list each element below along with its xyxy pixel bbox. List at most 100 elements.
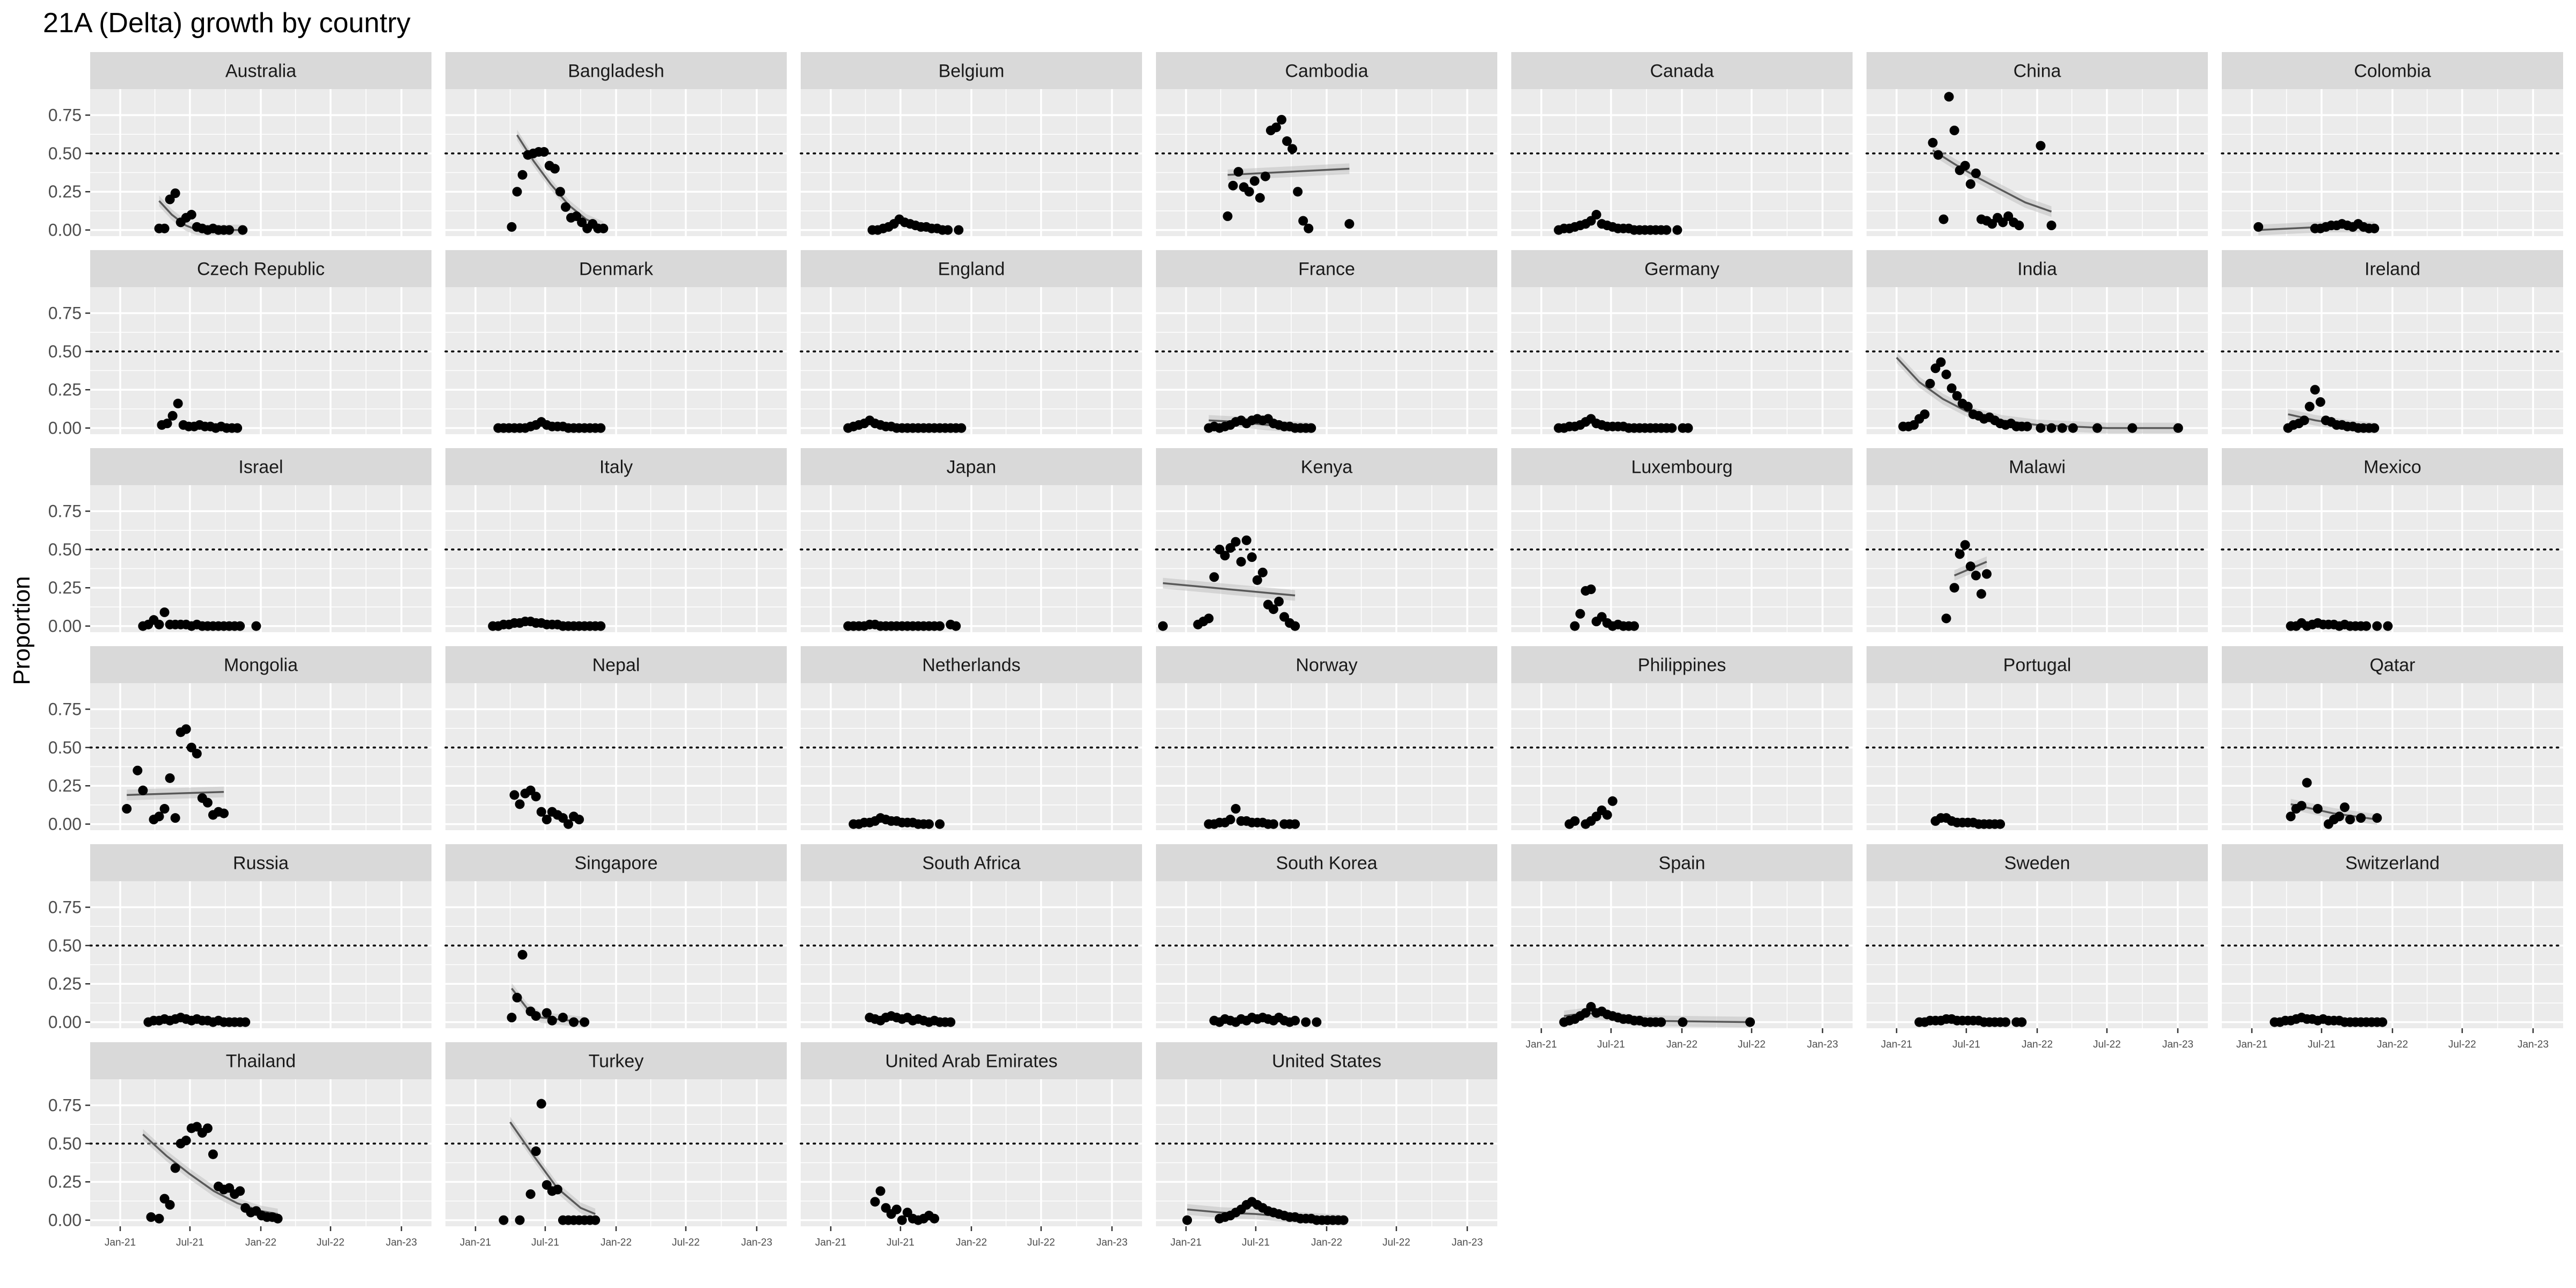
data-point xyxy=(154,811,164,822)
y-tick-label: 0.75 xyxy=(48,898,82,917)
fit-line xyxy=(1932,149,2052,213)
data-point xyxy=(897,1215,907,1225)
x-tick-label: Jul-21 xyxy=(1597,1039,1625,1050)
data-point xyxy=(186,210,196,220)
panel-strip xyxy=(445,250,787,287)
data-point xyxy=(2315,397,2325,407)
fit-confidence-band xyxy=(143,1129,278,1220)
panel-strip xyxy=(1867,844,2208,881)
panel-united-states: United States Jan-21 Jul-21 Jan-22 Jul-22 Jan… xyxy=(1155,1042,1498,1248)
panel-strip xyxy=(1156,448,1497,485)
data-point xyxy=(273,1213,283,1224)
data-point xyxy=(558,1013,568,1023)
panel-spain: Spain Jan-21 Jul-21 Jan-22 Jul-22 Jan-23 xyxy=(1510,844,1854,1050)
panel-strip xyxy=(90,52,431,89)
chart-title: 21A (Delta) growth by country xyxy=(43,8,411,39)
data-point xyxy=(1960,160,1970,171)
data-point xyxy=(2372,813,2382,823)
data-point xyxy=(550,164,560,174)
data-point xyxy=(1233,167,1243,177)
data-point xyxy=(1662,225,1672,235)
y-tick-label: 0.00 xyxy=(48,815,82,834)
panel-england: England xyxy=(800,250,1143,434)
x-tick-label: Jan-22 xyxy=(601,1237,632,1248)
data-point xyxy=(1963,401,1973,412)
panel-south-africa: South Africa xyxy=(800,844,1143,1028)
panel-strip-label: Japan xyxy=(947,457,997,478)
data-point xyxy=(170,813,180,823)
panel-strip-label: France xyxy=(1298,259,1355,280)
panel-strip xyxy=(1511,250,1853,287)
panel-strip-label: Colombia xyxy=(2354,61,2431,82)
panel-strip xyxy=(801,52,1142,89)
data-point xyxy=(541,1008,552,1018)
data-point xyxy=(509,790,519,800)
y-tick-label: 0.00 xyxy=(48,419,82,438)
panel-strip-label: Russia xyxy=(233,853,289,874)
data-point xyxy=(1271,122,1281,133)
panel-singapore: Singapore xyxy=(444,844,788,1028)
data-point xyxy=(951,621,961,631)
panel-strip xyxy=(90,250,431,287)
y-tick-label: 0.75 xyxy=(48,106,82,125)
panel-south-korea: South Korea xyxy=(1155,844,1498,1028)
y-tick-label: 0.50 xyxy=(48,1134,82,1153)
panel-strip-label: Bangladesh xyxy=(568,61,664,82)
data-point xyxy=(154,1213,164,1224)
panel-strip-label: United Arab Emirates xyxy=(885,1051,1057,1072)
data-point xyxy=(563,819,573,829)
data-point xyxy=(875,1186,885,1196)
panel-strip-label: Luxembourg xyxy=(1631,457,1732,478)
panel-strip-label: Denmark xyxy=(579,259,654,280)
data-point xyxy=(1231,537,1241,547)
panel-strip-label: England xyxy=(938,259,1005,280)
data-point xyxy=(170,1163,180,1173)
panel-strip xyxy=(90,646,431,683)
x-tick-label: Jan-21 xyxy=(2236,1039,2267,1050)
data-point xyxy=(1745,1017,1755,1027)
data-point xyxy=(1925,378,1935,389)
y-tick-label: 0.25 xyxy=(48,380,82,399)
data-point xyxy=(1683,423,1693,433)
data-point xyxy=(1244,187,1254,197)
data-point xyxy=(146,1212,156,1222)
x-tick-label: Jan-23 xyxy=(1452,1237,1483,1248)
x-tick-label: Jan-23 xyxy=(1096,1237,1128,1248)
panel-strip-label: Canada xyxy=(1650,61,1714,82)
data-point xyxy=(2339,802,2350,813)
panel-portugal: Portugal xyxy=(1865,646,2209,830)
data-point xyxy=(1667,423,1677,433)
data-point xyxy=(138,785,148,795)
data-point xyxy=(515,799,525,809)
data-point xyxy=(531,792,541,802)
panel-norway: Norway xyxy=(1155,646,1498,830)
y-tick-label: 0.50 xyxy=(48,144,82,163)
data-point xyxy=(1293,187,1303,197)
data-point xyxy=(507,222,517,232)
data-point xyxy=(1938,214,1949,224)
x-tick-label: Jan-21 xyxy=(460,1237,491,1248)
data-point xyxy=(956,423,967,433)
data-point xyxy=(596,621,606,631)
panel-cambodia: Cambodia xyxy=(1155,52,1498,236)
data-point xyxy=(1946,383,1957,393)
panel-strip-label: Israel xyxy=(238,457,283,478)
x-tick-label: Jan-22 xyxy=(1666,1039,1697,1050)
data-point xyxy=(590,1215,601,1225)
panel-qatar: Qatar xyxy=(2221,646,2564,830)
x-tick-label: Jan-23 xyxy=(2518,1039,2549,1050)
x-tick-label: Jul-22 xyxy=(2093,1039,2121,1050)
data-point xyxy=(598,223,609,233)
panel-strip xyxy=(1156,52,1497,89)
data-point xyxy=(1301,1017,1311,1027)
panel-canada: Canada xyxy=(1510,52,1854,236)
data-point xyxy=(2092,423,2102,433)
data-point xyxy=(1678,1017,1688,1027)
panel-malawi: Malawi xyxy=(1865,448,2209,632)
data-point xyxy=(251,621,261,631)
panel-strip-label: Netherlands xyxy=(922,655,1020,676)
x-tick-label: Jul-21 xyxy=(531,1237,559,1248)
data-point xyxy=(192,749,202,759)
panel-strip-label: Norway xyxy=(1296,655,1357,676)
